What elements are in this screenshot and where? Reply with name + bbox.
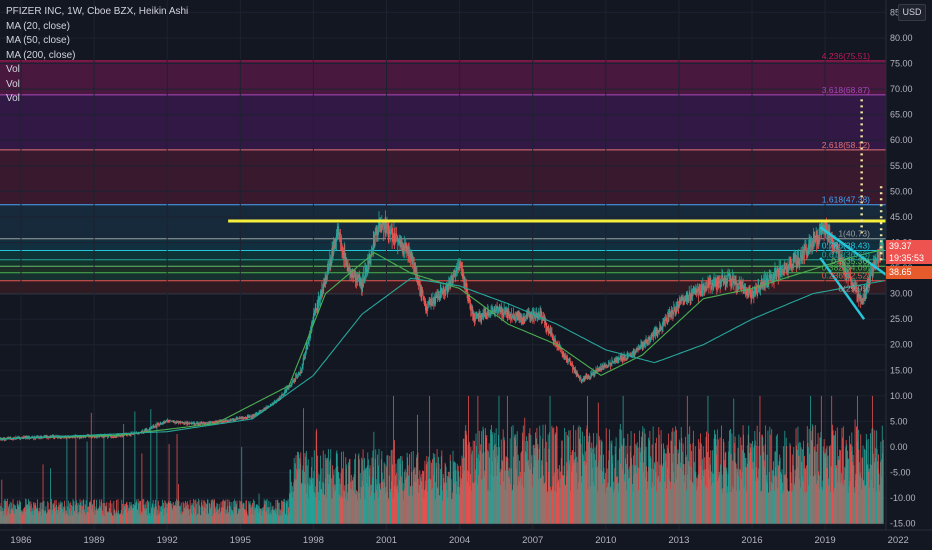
price-tick-label: 25.00 xyxy=(890,314,913,324)
drawings xyxy=(228,99,896,320)
ma-line xyxy=(0,277,884,440)
legend-ma200[interactable]: MA (200, close) xyxy=(6,49,76,61)
fib-band xyxy=(0,238,886,251)
price-tick-label: 10.00 xyxy=(890,391,913,401)
fib-level-label: 0(29.99) xyxy=(838,284,870,294)
time-tick-label: 1989 xyxy=(84,535,105,546)
fib-band xyxy=(0,259,886,267)
fib-level-label: 0.382(34.09) xyxy=(822,263,870,273)
fib-labels: 4.236(75.51) 3.618(68.87) 2.618(58.12) 1.61… xyxy=(822,51,870,294)
price-tick-label: -5.00 xyxy=(890,468,911,478)
ma-price-tag: 38.65 xyxy=(886,266,932,279)
fib-level-label: 0.618(36.63) xyxy=(822,250,870,260)
price-tick-label: 70.00 xyxy=(890,84,913,94)
price-tick-label: 75.00 xyxy=(890,59,913,69)
time-tick-label: 1986 xyxy=(10,535,31,546)
fib-level-label: 1.618(47.38) xyxy=(822,195,870,205)
time-axis-bg xyxy=(0,530,932,550)
time-tick-label: 2019 xyxy=(815,535,836,546)
price-tick-label: 15.00 xyxy=(890,365,913,375)
time-tick-label: 1995 xyxy=(230,535,251,546)
price-tick-label: 80.00 xyxy=(890,33,913,43)
legend-ma50[interactable]: MA (50, close) xyxy=(6,35,70,46)
time-axis: 1986 1989 1992 1995 1998 2001 2004 2007 2010 2013… xyxy=(0,529,932,550)
price-tick-label: -10.00 xyxy=(890,493,916,503)
price-tick-label: 45.00 xyxy=(890,212,913,222)
price-tick-label: 50.00 xyxy=(890,186,913,196)
currency-button[interactable]: USD xyxy=(898,4,926,21)
time-tick-label: 2013 xyxy=(668,535,689,546)
trend-line xyxy=(819,226,892,280)
fib-level-label: 3.618(68.87) xyxy=(822,85,870,95)
price-tick-label: 65.00 xyxy=(890,110,913,120)
fib-level-label: 4.236(75.51) xyxy=(822,51,870,61)
legend-vol-3[interactable]: Vol xyxy=(6,93,20,104)
trend-line xyxy=(819,257,866,320)
time-tick-label: 2007 xyxy=(522,535,543,546)
fib-band xyxy=(0,266,886,273)
fib-band xyxy=(0,149,886,205)
fib-level-label: 2.618(58.12) xyxy=(822,140,870,150)
fib-level-label: 0.5(35.36) xyxy=(831,256,870,266)
time-tick-label: 1998 xyxy=(303,535,324,546)
time-tick-label: 2010 xyxy=(595,535,616,546)
symbol-title[interactable]: PFIZER INC, 1W, Cboe BZX, Heikin Ashi xyxy=(6,6,189,17)
legend-ma20[interactable]: MA (20, close) xyxy=(6,20,70,32)
price-tick-label: -15.00 xyxy=(890,519,916,529)
time-tick-label: 2016 xyxy=(741,535,762,546)
moving-averages xyxy=(0,248,884,440)
last-price-tag: 39.37 19:35:53 xyxy=(886,240,932,264)
fib-band xyxy=(0,272,886,281)
fib-band xyxy=(0,250,886,260)
legend-vol-2[interactable]: Vol xyxy=(6,78,20,90)
fib-level-label: 0.236(32.52) xyxy=(822,271,870,281)
legend-vol-1[interactable]: Vol xyxy=(6,64,20,75)
price-tick-label: 55.00 xyxy=(890,161,913,171)
price-tick-label: 0.00 xyxy=(890,442,908,452)
price-tick-label: 20.00 xyxy=(890,340,913,350)
fib-level-label: 1(40.73) xyxy=(838,229,870,239)
price-tick-label: 60.00 xyxy=(890,135,913,145)
time-tick-label: 1992 xyxy=(157,535,178,546)
time-tick-label: 2022 xyxy=(888,535,909,546)
time-tick-label: 2004 xyxy=(449,535,470,546)
ma-price-value: 38.65 xyxy=(889,267,912,277)
indicator-legend: PFIZER INC, 1W, Cboe BZX, Heikin Ashi MA… xyxy=(6,5,188,107)
price-tick-label: 5.00 xyxy=(890,416,908,426)
time-tick-label: 2001 xyxy=(376,535,397,546)
last-price-value: 39.37 xyxy=(889,241,912,251)
bar-countdown: 19:35:53 xyxy=(889,253,925,263)
volume-bars xyxy=(0,395,884,524)
fib-level-label: 0.786(38.43) xyxy=(822,241,870,251)
price-tick-label: 30.00 xyxy=(890,289,913,299)
